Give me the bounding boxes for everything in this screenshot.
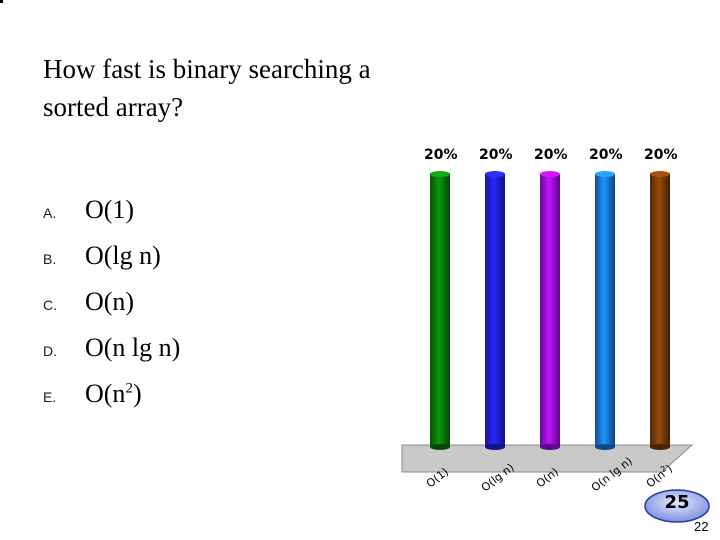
answer-options: A. O(1) B. O(lg n) C. O(n) D. O(n lg n) … bbox=[43, 195, 180, 425]
option-text: O(n lg n) bbox=[85, 333, 181, 362]
option-text: O(n) bbox=[85, 287, 135, 316]
value-label: 20% bbox=[424, 147, 458, 163]
value-label: 20% bbox=[534, 147, 568, 163]
option-text-sup: 2 bbox=[125, 380, 133, 397]
corner-mark bbox=[0, 0, 3, 3]
option-c: C. O(n) bbox=[43, 287, 180, 333]
option-letter: C. bbox=[43, 297, 57, 313]
option-text-base: O(n bbox=[85, 379, 126, 408]
countdown-timer bbox=[644, 489, 710, 523]
option-text: O(n2) bbox=[85, 379, 142, 409]
question-line-2: sorted array? bbox=[43, 92, 184, 122]
option-letter: A. bbox=[43, 205, 57, 221]
option-letter: B. bbox=[43, 251, 57, 267]
value-label: 20% bbox=[479, 147, 513, 163]
option-e: E. O(n2) bbox=[43, 379, 180, 425]
option-b: B. O(lg n) bbox=[43, 241, 180, 287]
question-text: How fast is binary searching a sorted ar… bbox=[43, 50, 463, 126]
bar-4 bbox=[595, 171, 615, 450]
value-label: 20% bbox=[644, 147, 678, 163]
slide-number: 22 bbox=[694, 519, 709, 534]
option-text: O(lg n) bbox=[85, 241, 161, 270]
bar-5 bbox=[650, 171, 670, 450]
option-text: O(1) bbox=[85, 195, 135, 224]
option-letter: D. bbox=[43, 343, 57, 359]
bar-1 bbox=[430, 171, 450, 450]
option-a: A. O(1) bbox=[43, 195, 180, 241]
value-label: 20% bbox=[589, 147, 623, 163]
question-line-1: How fast is binary searching a bbox=[43, 54, 371, 84]
timer-value: 25 bbox=[664, 492, 690, 513]
bar-3 bbox=[540, 171, 560, 450]
bar-2 bbox=[485, 171, 505, 450]
option-letter: E. bbox=[43, 389, 57, 405]
option-d: D. O(n lg n) bbox=[43, 333, 180, 379]
option-text-end: ) bbox=[132, 379, 142, 408]
